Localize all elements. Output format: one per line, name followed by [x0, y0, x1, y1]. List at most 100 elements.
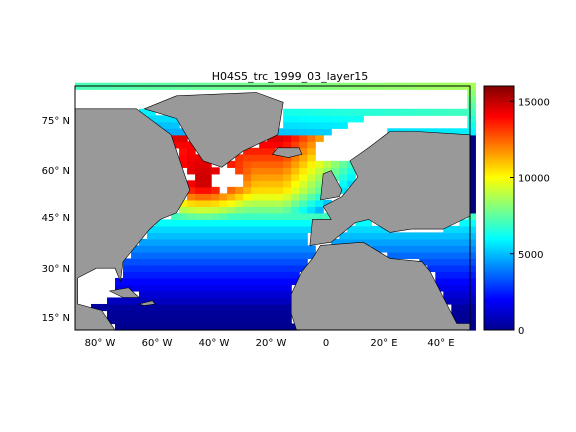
data-cell — [243, 323, 252, 331]
data-cell — [243, 277, 252, 286]
data-cell — [451, 238, 460, 247]
data-cell — [251, 167, 260, 175]
data-cell — [211, 290, 220, 299]
data-cell — [275, 199, 284, 207]
data-cell — [379, 225, 388, 233]
data-cell — [179, 245, 188, 253]
data-cell — [307, 160, 316, 168]
data-cell — [179, 154, 188, 162]
data-cell — [283, 264, 292, 273]
land-polygon — [271, 147, 303, 158]
data-cell — [187, 180, 196, 188]
data-cell — [187, 154, 196, 162]
data-cell — [315, 121, 324, 129]
data-cell — [267, 264, 276, 273]
data-cell — [195, 193, 204, 201]
data-cell — [467, 219, 476, 227]
data-cell — [283, 271, 292, 279]
data-cell — [219, 310, 228, 318]
data-cell — [195, 303, 204, 312]
data-cell — [251, 225, 260, 233]
data-cell — [91, 303, 100, 312]
data-cell — [467, 290, 476, 299]
data-cell — [235, 264, 244, 273]
data-cell — [179, 323, 188, 331]
data-cell — [251, 264, 260, 273]
data-cell — [283, 290, 292, 299]
data-cell — [203, 173, 212, 181]
chart-title: H04S5_trc_1999_03_layer15 — [212, 70, 368, 83]
data-cell — [147, 238, 156, 247]
data-cell — [227, 323, 236, 331]
data-cell — [275, 258, 284, 266]
data-cell — [203, 180, 212, 188]
data-cell — [267, 219, 276, 227]
data-cell — [347, 238, 356, 247]
data-cell — [147, 258, 156, 266]
data-cell — [251, 290, 260, 299]
data-cell — [187, 277, 196, 286]
data-cell — [259, 264, 268, 273]
data-cell — [459, 238, 468, 247]
data-cell — [235, 284, 244, 292]
data-cell — [299, 186, 308, 194]
data-cell — [387, 238, 396, 247]
data-cell — [203, 264, 212, 273]
data-cell — [243, 310, 252, 318]
data-cell — [179, 277, 188, 286]
data-cell — [299, 121, 308, 129]
data-cell — [203, 186, 212, 194]
data-cell — [267, 316, 276, 325]
data-cell — [259, 245, 268, 253]
data-cell — [467, 258, 476, 266]
data-cell — [283, 297, 292, 305]
data-cell — [179, 238, 188, 247]
data-cell — [139, 271, 148, 279]
data-cell — [403, 251, 412, 260]
colorbar-tick-label: 5000 — [518, 250, 543, 261]
data-cell — [195, 245, 204, 253]
data-cell — [259, 316, 268, 325]
data-cell — [155, 258, 164, 266]
data-cell — [187, 284, 196, 292]
data-cell — [139, 297, 148, 305]
data-cell — [259, 154, 268, 162]
data-cell — [251, 277, 260, 286]
data-cell — [275, 245, 284, 253]
data-cell — [259, 206, 268, 214]
data-cell — [227, 297, 236, 305]
data-cell — [227, 206, 236, 214]
data-cell — [283, 121, 292, 129]
data-cell — [259, 147, 268, 155]
data-cell — [163, 115, 172, 123]
data-cell — [291, 154, 300, 162]
data-cell — [307, 212, 316, 220]
data-cell — [131, 310, 140, 318]
data-cell — [187, 186, 196, 194]
data-cell — [187, 258, 196, 266]
x-tick-label: 20° E — [370, 338, 397, 349]
data-cell — [203, 271, 212, 279]
data-cell — [211, 167, 220, 175]
data-cell — [347, 167, 356, 175]
data-cell — [275, 303, 284, 312]
data-cell — [139, 251, 148, 260]
data-cell — [315, 186, 324, 194]
data-cell — [467, 251, 476, 260]
data-cell — [219, 290, 228, 299]
data-cell — [203, 206, 212, 214]
data-cell — [131, 323, 140, 331]
data-cell — [459, 251, 468, 260]
data-cell — [147, 277, 156, 286]
data-cell — [451, 284, 460, 292]
data-cell — [283, 160, 292, 168]
data-cell — [187, 160, 196, 168]
data-cell — [147, 290, 156, 299]
data-cell — [283, 245, 292, 253]
data-cell — [227, 284, 236, 292]
data-cell — [243, 225, 252, 233]
data-cell — [307, 134, 316, 142]
data-cell — [203, 193, 212, 201]
data-cell — [395, 232, 404, 240]
data-cell — [307, 180, 316, 188]
